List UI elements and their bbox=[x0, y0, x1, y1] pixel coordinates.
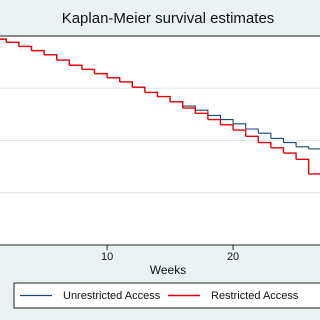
survival-step bbox=[270, 147, 285, 154]
survival-step bbox=[44, 54, 58, 61]
survival-step bbox=[245, 135, 259, 143]
survival-step bbox=[245, 128, 259, 134]
survival-step bbox=[220, 119, 234, 124]
survival-step bbox=[6, 41, 20, 47]
survival-step bbox=[132, 86, 146, 93]
survival-step bbox=[0, 38, 7, 43]
survival-step bbox=[56, 59, 70, 66]
survival-step bbox=[233, 123, 247, 130]
survival-step bbox=[107, 77, 121, 82]
x-tick-label: 20 bbox=[227, 251, 239, 263]
survival-step bbox=[258, 141, 272, 148]
survival-step bbox=[144, 91, 159, 97]
survival-step bbox=[207, 118, 222, 125]
survival-step bbox=[94, 72, 108, 78]
survival-step bbox=[119, 81, 133, 88]
survival-step bbox=[195, 112, 209, 120]
x-axis-label: Weeks bbox=[150, 263, 186, 277]
survival-step bbox=[283, 142, 297, 147]
survival-step bbox=[270, 137, 285, 143]
chart-title: Kaplan-Meier survival estimates bbox=[62, 10, 275, 27]
survival-step bbox=[157, 95, 171, 102]
survival-step bbox=[81, 68, 96, 74]
survival-step bbox=[18, 45, 33, 51]
survival-step bbox=[182, 107, 196, 114]
legend-label: Unrestricted Access bbox=[63, 290, 161, 302]
survival-step bbox=[207, 114, 222, 120]
legend bbox=[13, 282, 320, 309]
survival-step bbox=[283, 152, 297, 160]
survival-step bbox=[69, 64, 83, 70]
survival-step bbox=[233, 129, 247, 137]
survival-step bbox=[170, 101, 184, 109]
x-tick-label: 10 bbox=[101, 251, 113, 263]
survival-step bbox=[296, 158, 310, 174]
survival-step bbox=[220, 124, 234, 131]
survival-step bbox=[296, 146, 310, 149]
survival-step bbox=[31, 49, 45, 55]
legend-label: Restricted Access bbox=[211, 290, 299, 302]
survival-step bbox=[258, 132, 272, 139]
